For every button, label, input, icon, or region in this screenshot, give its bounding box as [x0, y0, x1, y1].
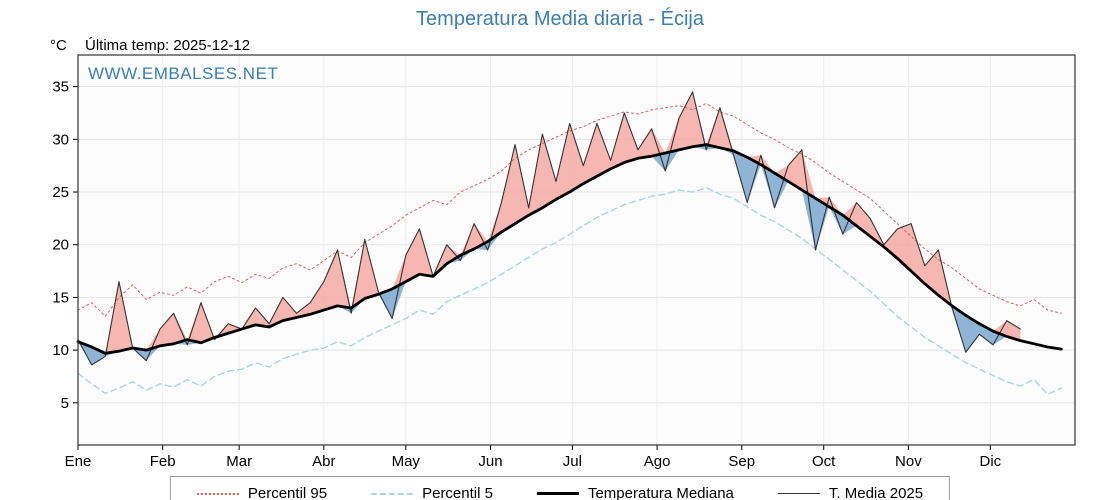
svg-text:20: 20: [52, 237, 69, 254]
svg-text:Abr: Abr: [312, 453, 335, 470]
svg-text:Feb: Feb: [150, 453, 176, 470]
legend-label: Temperatura Mediana: [587, 485, 734, 500]
y-axis-unit-label: °C: [50, 37, 67, 54]
legend-label: Percentil 5: [422, 485, 493, 500]
svg-text:35: 35: [52, 79, 69, 96]
legend-item: Percentil 5: [371, 485, 493, 500]
chart-subtitle: °C Última temp: 2025-12-12: [50, 37, 250, 54]
page-title: Temperatura Media diaria - Écija: [416, 8, 704, 30]
last-temp-label: Última temp: 2025-12-12: [85, 37, 251, 54]
chart-legend: Percentil 95 Percentil 5 Temperatura Media…: [169, 476, 951, 500]
svg-text:30: 30: [52, 131, 69, 148]
svg-text:10: 10: [52, 342, 69, 359]
legend-label: Percentil 95: [247, 485, 328, 500]
svg-text:Oct: Oct: [812, 453, 836, 470]
svg-text:Sep: Sep: [728, 453, 755, 470]
watermark-text: WWW.EMBALSES.NET: [88, 64, 279, 83]
svg-text:Dic: Dic: [979, 453, 1001, 470]
legend-swatch-solid-thick: [536, 492, 579, 495]
legend-swatch-dotted: [196, 492, 239, 495]
svg-text:Mar: Mar: [226, 453, 252, 470]
legend-item: T. Media 2025: [777, 485, 924, 500]
svg-text:Nov: Nov: [895, 453, 922, 470]
legend-label: T. Media 2025: [828, 485, 924, 500]
legend-swatch-dashed: [371, 492, 414, 495]
svg-text:25: 25: [52, 184, 69, 201]
temperature-chart: 5 10 15 20 25 30 35 Ene Feb Mar Abr May Jun Jul Ago Sep…: [52, 54, 1076, 470]
svg-text:Ene: Ene: [65, 453, 92, 470]
legend-swatch-solid-thin: [777, 493, 820, 494]
svg-text:Jul: Jul: [563, 453, 582, 470]
legend-item: Temperatura Mediana: [536, 485, 734, 500]
svg-text:Jun: Jun: [478, 453, 502, 470]
svg-text:15: 15: [52, 289, 69, 306]
svg-text:May: May: [392, 453, 421, 470]
svg-text:5: 5: [61, 395, 69, 412]
svg-text:Ago: Ago: [644, 453, 671, 470]
legend-item: Percentil 95: [196, 485, 328, 500]
